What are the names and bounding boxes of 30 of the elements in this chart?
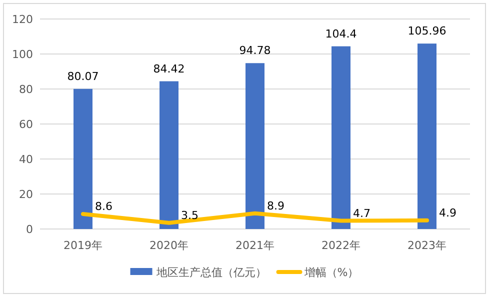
data-label: 8.6 bbox=[95, 200, 112, 213]
x-tick-label: 2020年 bbox=[150, 239, 188, 252]
y-tick-label: 60 bbox=[19, 118, 33, 131]
y-tick-label: 40 bbox=[19, 153, 33, 166]
data-label: 8.9 bbox=[267, 199, 284, 212]
data-label: 4.9 bbox=[439, 206, 456, 220]
bar bbox=[418, 44, 436, 229]
x-tick-label: 2022年 bbox=[322, 239, 360, 252]
legend-label: 地区生产总值（亿元） bbox=[155, 266, 266, 279]
data-label: 84.42 bbox=[153, 62, 185, 76]
x-tick-label: 2019年 bbox=[64, 239, 102, 252]
bar bbox=[74, 88, 92, 229]
bar bbox=[160, 81, 178, 229]
data-label: 80.07 bbox=[67, 70, 99, 83]
y-tick-label: 0 bbox=[26, 223, 33, 236]
data-label: 94.78 bbox=[239, 44, 271, 58]
y-tick-label: 20 bbox=[19, 188, 33, 201]
x-tick-label: 2021年 bbox=[236, 239, 274, 252]
data-label: 104.4 bbox=[325, 27, 357, 40]
legend-label: 增幅（%） bbox=[303, 266, 359, 279]
data-label: 4.7 bbox=[353, 206, 370, 220]
data-label: 105.96 bbox=[408, 24, 446, 38]
bar bbox=[246, 63, 264, 229]
line-series bbox=[81, 211, 429, 225]
bar bbox=[332, 46, 350, 229]
x-tick-label: 2023年 bbox=[408, 239, 446, 252]
y-tick-label: 120 bbox=[12, 13, 33, 26]
y-tick-label: 80 bbox=[19, 83, 33, 96]
y-tick-label: 100 bbox=[12, 48, 33, 61]
data-label: 3.5 bbox=[181, 208, 198, 222]
